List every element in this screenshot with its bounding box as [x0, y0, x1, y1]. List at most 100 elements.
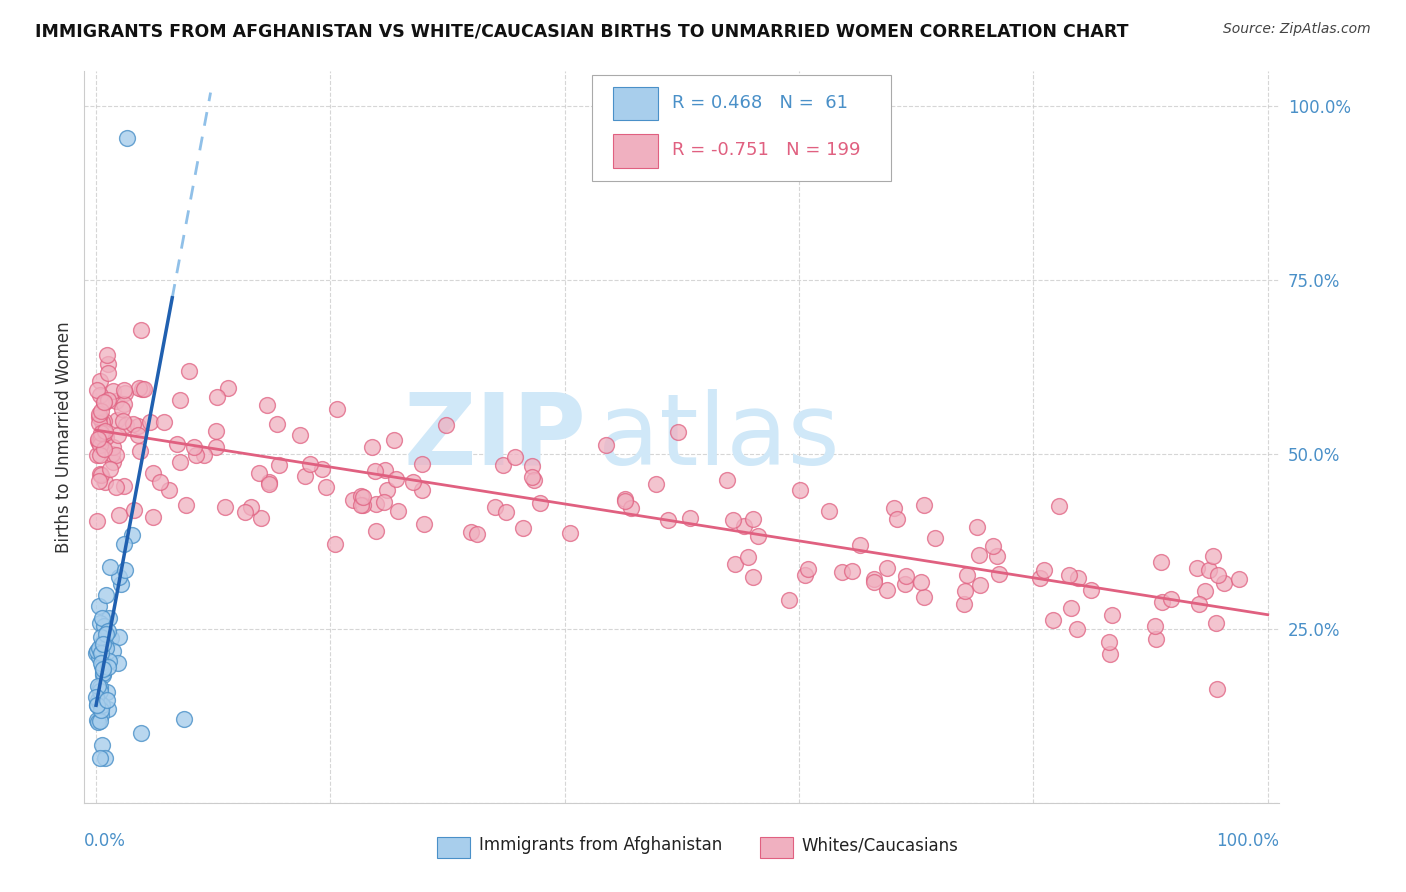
Point	[741, 570, 763, 584]
Point	[247, 466, 270, 480]
Point	[90, 656, 112, 670]
Point	[411, 483, 433, 497]
Point	[107, 656, 129, 670]
Point	[101, 441, 124, 455]
Point	[848, 538, 870, 552]
Point	[90, 708, 112, 723]
Point	[737, 549, 759, 564]
Point	[91, 436, 114, 450]
FancyBboxPatch shape	[437, 838, 471, 858]
Point	[110, 577, 132, 591]
Point	[91, 636, 114, 650]
Point	[266, 417, 288, 431]
Point	[96, 693, 118, 707]
Point	[94, 429, 117, 443]
Point	[89, 751, 111, 765]
Point	[352, 490, 374, 504]
Point	[460, 525, 482, 540]
Point	[257, 475, 280, 490]
Point	[465, 527, 488, 541]
Point	[366, 524, 388, 539]
Point	[742, 512, 765, 526]
Point	[1213, 575, 1236, 590]
Point	[101, 455, 124, 469]
Text: 100.0%: 100.0%	[1216, 832, 1279, 850]
Point	[267, 458, 290, 473]
Point	[402, 475, 425, 490]
Point	[1033, 564, 1056, 578]
Point	[91, 663, 114, 677]
Point	[434, 418, 457, 433]
Point	[952, 597, 974, 611]
Point	[112, 536, 135, 550]
Text: R = 0.468   N =  61: R = 0.468 N = 61	[672, 95, 848, 112]
Point	[1206, 681, 1229, 696]
Point	[169, 392, 191, 407]
Point	[747, 529, 769, 543]
Point	[214, 500, 236, 515]
Point	[614, 493, 637, 508]
Point	[204, 424, 226, 438]
Point	[93, 475, 115, 489]
Point	[724, 557, 747, 571]
Point	[91, 655, 114, 669]
Point	[1047, 500, 1070, 514]
Point	[382, 433, 405, 447]
Point	[153, 416, 176, 430]
Point	[90, 467, 112, 482]
Point	[193, 448, 215, 462]
Point	[89, 407, 111, 421]
Point	[159, 483, 181, 497]
Point	[86, 698, 108, 712]
Point	[87, 693, 110, 707]
Point	[352, 498, 374, 512]
Point	[108, 508, 131, 522]
Point	[384, 472, 406, 486]
Point	[89, 448, 111, 462]
Point	[1144, 632, 1167, 646]
Point	[86, 690, 108, 704]
Point	[87, 416, 110, 430]
Point	[323, 537, 346, 551]
Point	[97, 654, 120, 668]
Point	[620, 501, 643, 516]
Point	[1057, 568, 1080, 582]
Point	[86, 646, 108, 660]
Point	[129, 324, 152, 338]
Point	[111, 401, 134, 416]
Point	[1067, 571, 1090, 585]
Point	[256, 398, 278, 412]
Point	[793, 568, 815, 582]
Point	[342, 493, 364, 508]
Point	[797, 562, 820, 576]
Point	[104, 480, 127, 494]
Point	[721, 513, 744, 527]
Point	[112, 479, 135, 493]
Point	[250, 511, 273, 525]
Point	[91, 647, 114, 661]
Point	[90, 698, 112, 712]
Point	[886, 512, 908, 526]
Point	[149, 475, 172, 490]
Point	[1187, 560, 1209, 574]
Text: Whites/Caucasians: Whites/Caucasians	[801, 836, 959, 855]
Point	[495, 505, 517, 519]
Point	[96, 588, 118, 602]
Point	[90, 430, 112, 444]
Point	[93, 395, 115, 409]
Point	[294, 469, 316, 483]
Y-axis label: Births to Unmarried Women: Births to Unmarried Women	[55, 321, 73, 553]
Point	[122, 417, 145, 431]
Point	[789, 483, 811, 498]
Point	[93, 413, 115, 427]
Point	[1205, 615, 1227, 630]
Point	[139, 416, 162, 430]
Point	[111, 414, 134, 428]
Point	[1143, 619, 1166, 633]
Point	[96, 348, 118, 362]
Point	[967, 548, 990, 562]
Point	[101, 447, 124, 461]
Point	[114, 563, 136, 577]
Point	[1042, 613, 1064, 627]
Point	[259, 476, 281, 491]
